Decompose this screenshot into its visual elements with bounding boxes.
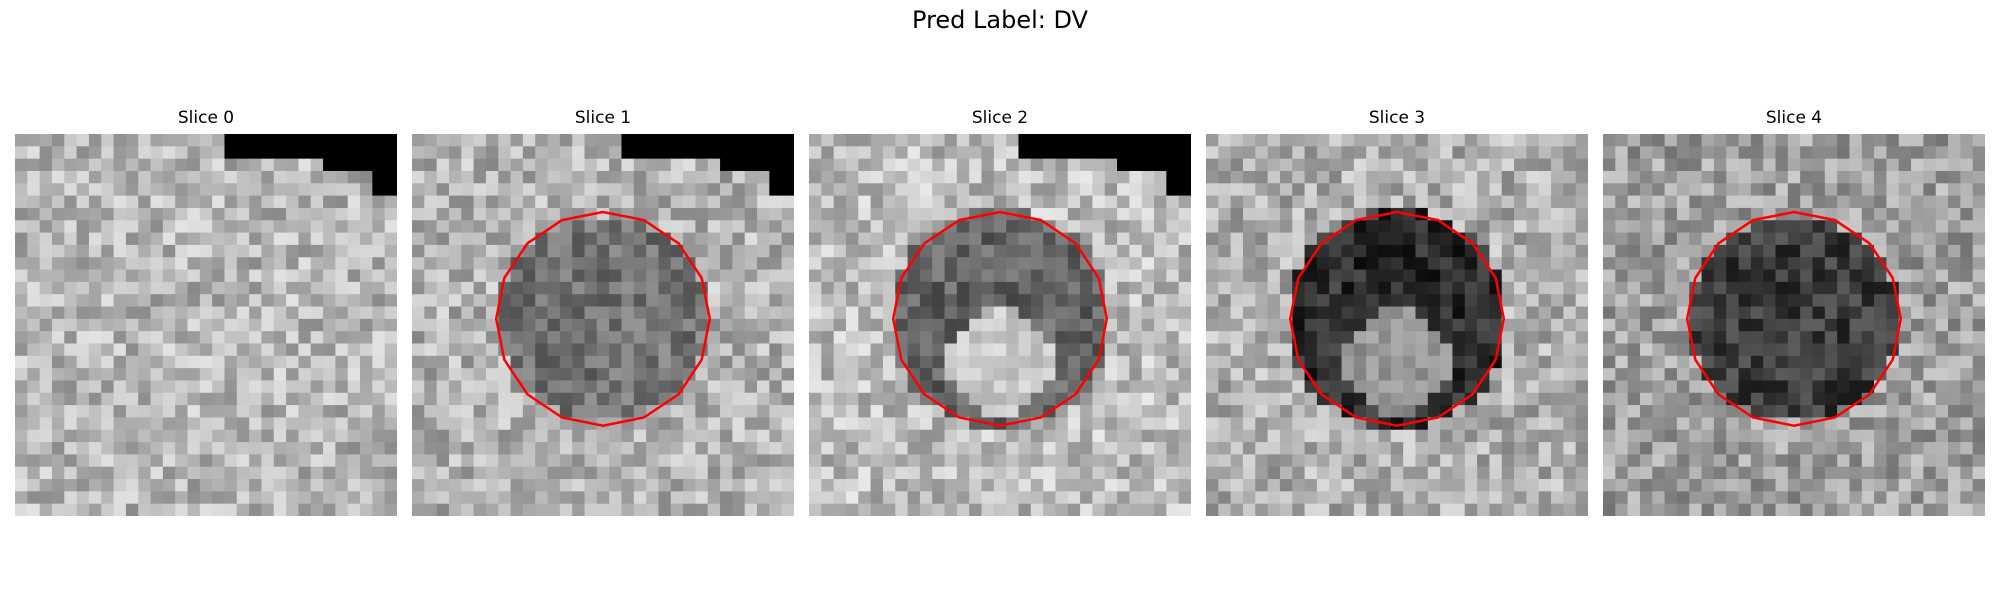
slice-panel-3: Slice 3: [1206, 104, 1588, 516]
slice-image: [412, 134, 794, 516]
slice-image: [15, 134, 397, 516]
figure-title: Pred Label: DV: [912, 6, 1088, 34]
segmentation-contour: [494, 210, 712, 427]
slice-panel-2: Slice 2: [809, 104, 1191, 516]
slice-image: [1603, 134, 1985, 516]
slice-panel-1: Slice 1: [412, 104, 794, 516]
slice-image: [1206, 134, 1588, 516]
segmentation-contour: [891, 210, 1109, 427]
slice-panel-0: Slice 0: [15, 104, 397, 516]
segmentation-contour: [1288, 210, 1506, 427]
slice-image: [809, 134, 1191, 516]
slice-title: Slice 0: [177, 108, 235, 128]
slice-title: Slice 1: [574, 108, 632, 128]
slice-title: Slice 3: [1368, 108, 1426, 128]
segmentation-contour: [1685, 210, 1903, 427]
slice-panel-4: Slice 4: [1603, 104, 1985, 516]
slice-title: Slice 4: [1765, 108, 1823, 128]
slice-title: Slice 2: [971, 108, 1029, 128]
